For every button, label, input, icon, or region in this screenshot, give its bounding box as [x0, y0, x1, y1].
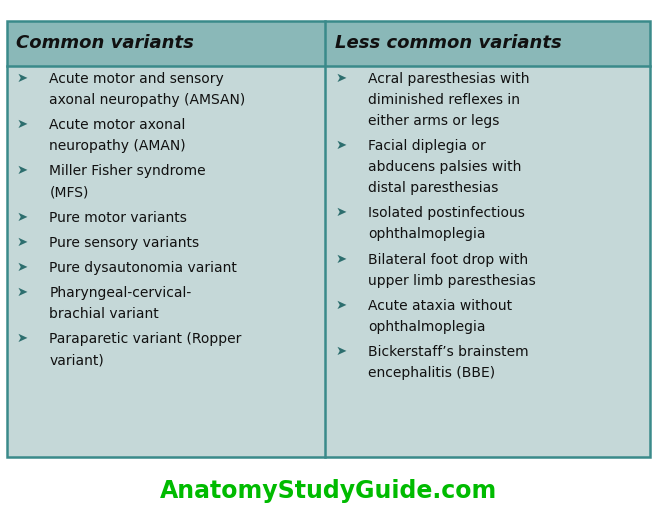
Text: ➤: ➤ — [16, 332, 28, 345]
Text: Isolated postinfectious: Isolated postinfectious — [368, 206, 525, 220]
Text: ➤: ➤ — [16, 286, 28, 299]
Text: Pure sensory variants: Pure sensory variants — [49, 236, 200, 250]
Text: either arms or legs: either arms or legs — [368, 114, 499, 128]
Text: encephalitis (BBE): encephalitis (BBE) — [368, 366, 495, 380]
Bar — [7, 66, 325, 457]
Text: ➤: ➤ — [335, 72, 346, 85]
Text: Acral paresthesias with: Acral paresthesias with — [368, 72, 530, 86]
Text: ➤: ➤ — [335, 253, 346, 266]
Text: Miller Fisher syndrome: Miller Fisher syndrome — [49, 164, 206, 178]
Text: ➤: ➤ — [16, 236, 28, 249]
Text: abducens palsies with: abducens palsies with — [368, 160, 521, 174]
Text: ➤: ➤ — [335, 139, 346, 152]
Text: Acute ataxia without: Acute ataxia without — [368, 299, 512, 313]
Text: diminished reflexes in: diminished reflexes in — [368, 93, 520, 107]
Text: distal paresthesias: distal paresthesias — [368, 181, 498, 195]
Text: ➤: ➤ — [335, 206, 346, 219]
Text: neuropathy (AMAN): neuropathy (AMAN) — [49, 139, 186, 153]
Text: Acute motor and sensory: Acute motor and sensory — [49, 72, 224, 86]
Text: Bickerstaff’s brainstem: Bickerstaff’s brainstem — [368, 345, 528, 359]
Bar — [7, 21, 650, 457]
Text: brachial variant: brachial variant — [49, 307, 159, 321]
Text: ➤: ➤ — [16, 261, 28, 274]
Text: ➤: ➤ — [16, 118, 28, 131]
Text: ophthalmoplegia: ophthalmoplegia — [368, 320, 486, 334]
Text: Facial diplegia or: Facial diplegia or — [368, 139, 486, 153]
Bar — [325, 21, 650, 66]
Text: AnatomyStudyGuide.com: AnatomyStudyGuide.com — [160, 479, 497, 503]
Text: Acute motor axonal: Acute motor axonal — [49, 118, 186, 132]
Text: (MFS): (MFS) — [49, 185, 89, 200]
Text: Paraparetic variant (Ropper: Paraparetic variant (Ropper — [49, 332, 242, 346]
Text: axonal neuropathy (AMSAN): axonal neuropathy (AMSAN) — [49, 93, 246, 107]
Text: Pure dysautonomia variant: Pure dysautonomia variant — [49, 261, 237, 275]
Text: variant): variant) — [49, 353, 104, 368]
Text: upper limb paresthesias: upper limb paresthesias — [368, 274, 535, 288]
Bar — [7, 21, 325, 66]
Text: Pharyngeal-cervical-: Pharyngeal-cervical- — [49, 286, 192, 300]
Text: ➤: ➤ — [16, 211, 28, 224]
Text: ➤: ➤ — [335, 345, 346, 358]
Text: Bilateral foot drop with: Bilateral foot drop with — [368, 253, 528, 267]
Text: ➤: ➤ — [16, 164, 28, 177]
Text: ➤: ➤ — [16, 72, 28, 85]
Text: ➤: ➤ — [335, 299, 346, 312]
Text: Common variants: Common variants — [16, 34, 194, 52]
Text: ophthalmoplegia: ophthalmoplegia — [368, 227, 486, 242]
Text: Less common variants: Less common variants — [335, 34, 562, 52]
Text: Pure motor variants: Pure motor variants — [49, 211, 187, 225]
Bar — [325, 66, 650, 457]
